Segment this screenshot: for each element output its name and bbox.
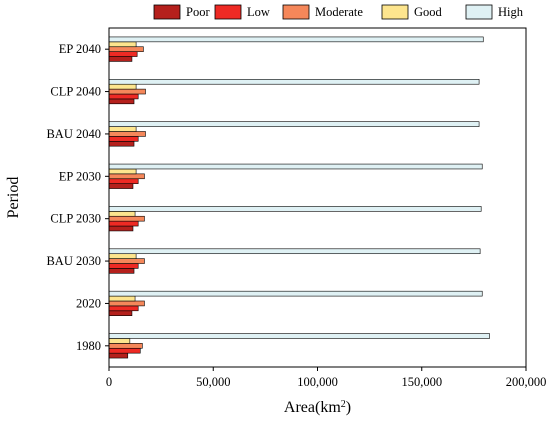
x-axis-ticks: 0 50,000 100,000 150,000 200,000 bbox=[106, 367, 546, 389]
x-axis-title-text: Area(km bbox=[284, 399, 341, 416]
y-tick-label: EP 2030 bbox=[59, 169, 101, 183]
y-tick-label: 1980 bbox=[76, 339, 101, 353]
bar-bau-2040-low bbox=[108, 136, 139, 142]
bar-ep-2030-low bbox=[108, 178, 139, 184]
bar-bau-2030-high bbox=[108, 248, 481, 255]
bar-bau-2040-moderate bbox=[108, 131, 146, 137]
legend-label-high: High bbox=[498, 5, 524, 19]
x-tick-label: 50,000 bbox=[196, 375, 230, 389]
bar-2020-moderate bbox=[108, 300, 145, 307]
x-tick-label: 0 bbox=[106, 375, 112, 389]
x-axis-title: Area(km2) bbox=[284, 399, 351, 417]
y-tick-label: CLP 2030 bbox=[50, 212, 101, 226]
x-tick-label: 100,000 bbox=[297, 375, 338, 389]
x-tick-label: 150,000 bbox=[401, 375, 442, 389]
bar-clp-2030-poor bbox=[108, 225, 134, 232]
x-tick-label: 200,000 bbox=[506, 375, 547, 389]
legend-label-low: Low bbox=[247, 5, 270, 19]
bar-1980-high bbox=[108, 333, 490, 339]
bar-clp-2030-low bbox=[108, 220, 139, 227]
y-tick-label: CLP 2040 bbox=[50, 85, 101, 99]
bar-clp-2040-moderate bbox=[108, 88, 146, 95]
bar-clp-2040-good bbox=[108, 83, 137, 90]
y-tick-label: BAU 2040 bbox=[46, 127, 101, 141]
legend-label-good: Good bbox=[414, 5, 443, 19]
bar-clp-2040-high bbox=[108, 79, 480, 85]
bar-1980-poor bbox=[108, 352, 129, 359]
bar-clp-2040-low bbox=[108, 93, 139, 100]
x-axis-title-close: ) bbox=[346, 399, 351, 416]
bar-ep-2040-low bbox=[108, 51, 138, 57]
bar-clp-2030-good bbox=[108, 211, 136, 217]
legend-label-poor: Poor bbox=[186, 5, 210, 19]
bar-ep-2040-poor bbox=[108, 56, 133, 62]
bar-bau-2030-moderate bbox=[108, 258, 145, 264]
bars-group bbox=[108, 36, 490, 359]
bar-1980-moderate bbox=[108, 343, 143, 349]
bar-2020-low bbox=[108, 305, 139, 312]
bar-1980-low bbox=[108, 347, 141, 354]
bar-clp-2040-poor bbox=[108, 98, 135, 105]
plot-frame bbox=[108, 27, 527, 368]
legend-label-moderate: Moderate bbox=[315, 5, 363, 19]
bar-ep-2030-good bbox=[108, 168, 137, 175]
legend-swatch-low bbox=[214, 4, 242, 20]
bar-ep-2030-high bbox=[108, 163, 483, 170]
bar-bau-2040-high bbox=[108, 121, 480, 127]
bar-bau-2040-poor bbox=[108, 140, 135, 147]
legend-swatch-poor bbox=[153, 4, 181, 20]
legend-swatch-good bbox=[381, 4, 409, 20]
y-axis-title: Period bbox=[5, 177, 22, 219]
legend-swatch-high bbox=[465, 4, 493, 20]
x-axis-title-superscript: 2 bbox=[341, 399, 346, 410]
bar-clp-2030-high bbox=[108, 206, 482, 212]
bar-ep-2040-good bbox=[108, 41, 137, 48]
bar-ep-2030-poor bbox=[108, 183, 134, 189]
bar-bau-2030-good bbox=[108, 253, 137, 259]
bar-ep-2030-moderate bbox=[108, 173, 145, 180]
bar-bau-2040-good bbox=[108, 126, 137, 132]
bar-2020-good bbox=[108, 295, 136, 302]
bar-bau-2030-poor bbox=[108, 268, 135, 274]
legend-swatch-moderate bbox=[282, 4, 310, 20]
y-tick-label: EP 2040 bbox=[59, 42, 101, 56]
y-tick-label: 2020 bbox=[76, 296, 101, 310]
legend: Poor Low Moderate Good High bbox=[153, 4, 524, 20]
y-tick-label: BAU 2030 bbox=[46, 254, 101, 268]
bar-2020-poor bbox=[108, 310, 133, 316]
bar-1980-good bbox=[108, 338, 131, 344]
y-axis-ticks: 1980 2020 BAU 2030 CLP 2030 EP 2030 BAU 2040 C… bbox=[46, 42, 109, 353]
bar-bau-2030-low bbox=[108, 263, 139, 269]
bar-ep-2040-high bbox=[108, 36, 484, 43]
bar-clp-2030-moderate bbox=[108, 215, 145, 222]
bar-ep-2040-moderate bbox=[108, 46, 144, 52]
bar-2020-high bbox=[108, 290, 483, 297]
